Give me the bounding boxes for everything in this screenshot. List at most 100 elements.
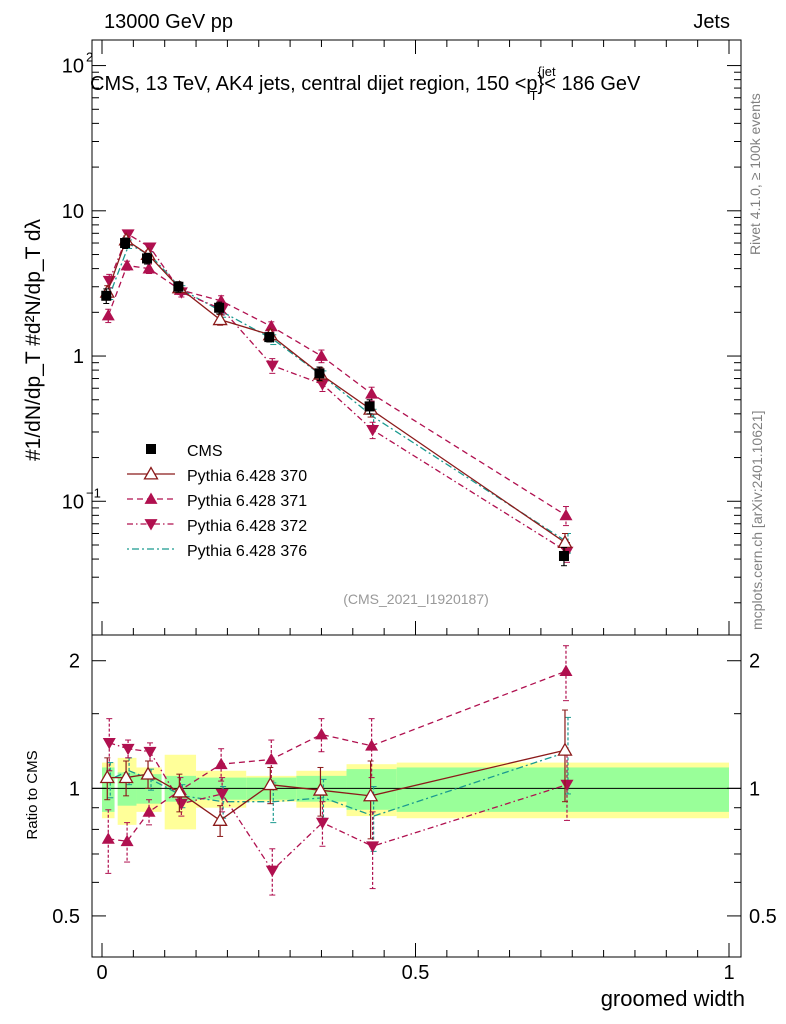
main-tick-exponent: 2 xyxy=(86,50,93,65)
x-tick-label: 0 xyxy=(96,962,107,984)
data-point xyxy=(118,769,134,784)
data-point xyxy=(120,259,134,271)
series-line xyxy=(107,264,567,516)
legend-item-p370: Pythia 6.428 370 xyxy=(127,466,307,485)
data-point xyxy=(265,360,279,373)
data-point xyxy=(212,311,228,326)
data-point xyxy=(121,743,135,756)
ratio-tick-label: 2 xyxy=(69,651,80,673)
data-point xyxy=(120,238,131,249)
plot-title-sub: T xyxy=(530,88,538,103)
legend-label: Pythia 6.428 370 xyxy=(187,468,307,485)
main-tick-label: 1 xyxy=(73,346,84,368)
x-tick-label: 1 xyxy=(723,962,734,984)
main-ylabel: #1/dN/dp_T #d²N/dp_T dλ xyxy=(22,218,45,461)
data-point xyxy=(314,349,328,361)
main-tick-label: 10 xyxy=(62,56,84,78)
mcplots-label: mcplots.cern.ch [arXiv:2401.10621] xyxy=(749,411,765,630)
ratio-tick-label: 1 xyxy=(69,778,80,800)
data-point xyxy=(262,776,278,791)
main-ylabel-group: #1/dN/dp_T #d²N/dp_T dλ xyxy=(22,218,45,461)
data-point xyxy=(265,865,279,877)
data-point xyxy=(142,805,156,817)
data-point xyxy=(101,832,115,844)
plot-title-sup: {jet xyxy=(538,64,556,79)
ratio-tick-label: 0.5 xyxy=(52,906,80,928)
data-point xyxy=(559,664,573,677)
data-point xyxy=(365,739,379,751)
header-right: Jets xyxy=(693,11,730,33)
data-point xyxy=(314,727,328,740)
main-tick-exponent: −1 xyxy=(86,485,101,500)
legend-marker xyxy=(146,444,156,454)
plot-title-tail: }< 186 GeV xyxy=(538,73,642,95)
data-point xyxy=(315,817,329,830)
main-tick-label: 10 xyxy=(62,201,84,223)
legend-label: Pythia 6.428 371 xyxy=(187,493,307,510)
legend-label: Pythia 6.428 372 xyxy=(187,518,307,535)
data-point xyxy=(315,379,329,391)
ratio-bands xyxy=(92,754,741,830)
data-point xyxy=(559,508,573,521)
series-p370-ratio xyxy=(99,709,573,840)
series-p370-main xyxy=(99,232,573,554)
main-series xyxy=(99,229,574,567)
ratio-tick-label-right: 1 xyxy=(749,778,760,800)
series-p371-ratio xyxy=(101,645,573,874)
ratio-ylabel-group: Ratio to CMS xyxy=(24,750,41,839)
data-point xyxy=(557,742,573,756)
legend-label: CMS xyxy=(187,443,223,460)
data-point xyxy=(101,290,112,301)
series-cms-main xyxy=(101,237,569,567)
ratio-series xyxy=(99,645,574,896)
ratio-tick-label-right: 2 xyxy=(749,651,760,673)
data-point xyxy=(143,746,157,759)
data-point xyxy=(171,784,187,798)
data-point xyxy=(121,229,135,241)
legend-marker xyxy=(144,492,158,504)
data-point xyxy=(264,332,275,343)
plot-title-main: CMS, 13 TeV, AK4 jets, central dijet reg… xyxy=(90,73,538,95)
legend-item-cms: CMS xyxy=(146,443,223,460)
data-point xyxy=(174,798,188,811)
series-p371-main xyxy=(101,259,573,527)
data-point xyxy=(101,309,115,321)
plot-title: CMS, 13 TeV, AK4 jets, central dijet reg… xyxy=(90,64,641,103)
data-point xyxy=(366,425,380,437)
x-tick-label: 0.5 xyxy=(402,962,430,984)
data-point xyxy=(558,550,569,561)
data-point xyxy=(214,757,228,770)
data-point xyxy=(366,841,380,853)
data-point xyxy=(143,242,157,254)
legend-marker xyxy=(143,466,159,480)
data-point xyxy=(364,401,375,412)
legend: CMS Pythia 6.428 370 Pythia 6.428 371 Pythi… xyxy=(127,443,307,560)
ratio-tick-label-right: 0.5 xyxy=(749,906,777,928)
x-axis-label: groomed width xyxy=(601,986,745,1011)
main-tick-label: 10 xyxy=(62,491,84,513)
legend-label: Pythia 6.428 376 xyxy=(187,543,307,560)
data-point xyxy=(99,769,115,784)
ratio-ylabel: Ratio to CMS xyxy=(24,750,41,839)
data-point xyxy=(102,738,116,750)
data-point xyxy=(120,834,134,847)
data-point xyxy=(560,779,574,792)
legend-item-p372: Pythia 6.428 372 xyxy=(127,518,307,535)
data-point xyxy=(362,788,379,802)
data-point xyxy=(312,782,329,796)
data-point xyxy=(314,368,325,379)
legend-item-p376: Pythia 6.428 376 xyxy=(127,543,307,560)
data-point xyxy=(264,752,278,765)
data-point xyxy=(264,319,278,332)
band-inner xyxy=(396,767,729,812)
data-point xyxy=(215,789,229,801)
legend-item-p371: Pythia 6.428 371 xyxy=(127,492,307,510)
ratio-panel-frame xyxy=(91,634,742,958)
data-point xyxy=(142,262,156,274)
data-point xyxy=(140,766,156,780)
data-point xyxy=(173,281,184,292)
data-point xyxy=(365,387,379,399)
data-point xyxy=(214,302,225,313)
